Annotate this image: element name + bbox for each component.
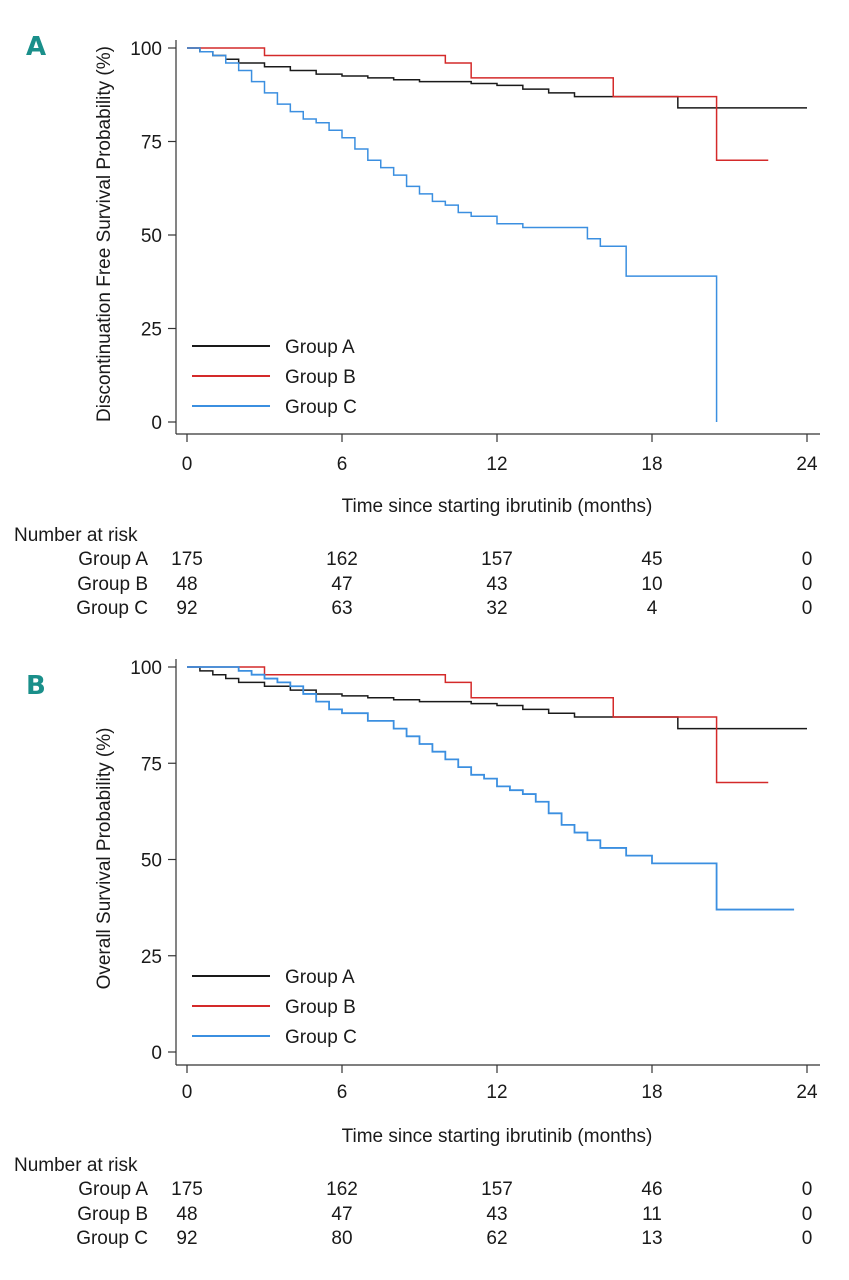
- risk-value: 11: [642, 1204, 662, 1225]
- risk-value: 62: [486, 1228, 507, 1249]
- risk-value: 92: [176, 1228, 197, 1249]
- series-line-group-c: [187, 666, 795, 911]
- risk-value: 48: [176, 1204, 197, 1225]
- x-axis-label: Time since starting ibrutinib (months): [342, 496, 653, 517]
- risk-table-title: Number at risk: [14, 1155, 138, 1176]
- y-tick-label: 25: [141, 947, 162, 968]
- y-axis-label: Overall Survival Probability (%): [94, 728, 115, 990]
- risk-value: 45: [641, 549, 662, 570]
- y-axis-label: Discontinuation Free Survival Probabilit…: [94, 46, 115, 422]
- risk-value: 43: [486, 574, 507, 595]
- y-tick-label: 0: [151, 413, 162, 434]
- risk-value: 0: [802, 1228, 813, 1249]
- legend-label: Group B: [285, 367, 356, 388]
- risk-row-label: Group A: [78, 1179, 148, 1200]
- risk-row-label: Group C: [76, 1228, 148, 1249]
- risk-table-title: Number at risk: [14, 525, 138, 546]
- risk-value: 157: [481, 549, 513, 570]
- x-tick-label: 18: [641, 1082, 662, 1103]
- risk-row-label: Group C: [76, 598, 148, 619]
- series-line-group-b: [187, 666, 769, 784]
- x-axis-label: Time since starting ibrutinib (months): [342, 1126, 653, 1147]
- x-tick-label: 24: [796, 1082, 818, 1103]
- panel-letter-B: B: [26, 671, 46, 701]
- y-tick-label: 75: [141, 754, 162, 775]
- x-tick-label: 0: [182, 1082, 193, 1103]
- risk-value: 0: [802, 1204, 813, 1225]
- risk-value: 0: [802, 549, 813, 570]
- y-tick-label: 50: [141, 851, 162, 872]
- x-tick-label: 18: [641, 454, 662, 475]
- risk-value: 0: [802, 1179, 813, 1200]
- y-tick-label: 50: [141, 226, 162, 247]
- risk-row-label: Group B: [77, 574, 148, 595]
- risk-value: 0: [802, 574, 813, 595]
- x-tick-label: 0: [182, 454, 193, 475]
- legend-label: Group C: [285, 1027, 357, 1048]
- risk-value: 92: [176, 598, 197, 619]
- panel-letter-A: A: [26, 32, 46, 62]
- y-tick-label: 100: [130, 39, 162, 60]
- risk-value: 80: [331, 1228, 352, 1249]
- series-line-group-a: [187, 666, 807, 730]
- x-tick-label: 6: [337, 1082, 348, 1103]
- x-tick-label: 12: [486, 454, 507, 475]
- risk-row-label: Group B: [77, 1204, 148, 1225]
- y-tick-label: 0: [151, 1043, 162, 1064]
- risk-value: 0: [802, 598, 813, 619]
- x-tick-label: 24: [796, 454, 818, 475]
- risk-value: 162: [326, 549, 358, 570]
- risk-value: 162: [326, 1179, 358, 1200]
- legend-label: Group B: [285, 997, 356, 1018]
- risk-value: 63: [331, 598, 352, 619]
- legend-label: Group A: [285, 967, 355, 988]
- risk-value: 10: [641, 574, 662, 595]
- y-tick-label: 100: [130, 658, 162, 679]
- risk-value: 43: [486, 1204, 507, 1225]
- risk-value: 46: [641, 1179, 662, 1200]
- legend-label: Group C: [285, 397, 357, 418]
- risk-value: 47: [331, 1204, 352, 1225]
- risk-value: 175: [171, 549, 203, 570]
- risk-value: 175: [171, 1179, 203, 1200]
- risk-value: 48: [176, 574, 197, 595]
- y-tick-label: 75: [141, 133, 162, 154]
- series-line-group-c: [187, 47, 718, 422]
- risk-value: 47: [331, 574, 352, 595]
- x-tick-label: 6: [337, 454, 348, 475]
- legend-label: Group A: [285, 337, 355, 358]
- series-line-group-b: [187, 47, 769, 161]
- x-tick-label: 12: [486, 1082, 507, 1103]
- risk-value: 13: [641, 1228, 662, 1249]
- risk-value: 32: [486, 598, 507, 619]
- risk-row-label: Group A: [78, 549, 148, 570]
- risk-value: 157: [481, 1179, 513, 1200]
- y-tick-label: 25: [141, 320, 162, 341]
- risk-value: 4: [647, 598, 658, 619]
